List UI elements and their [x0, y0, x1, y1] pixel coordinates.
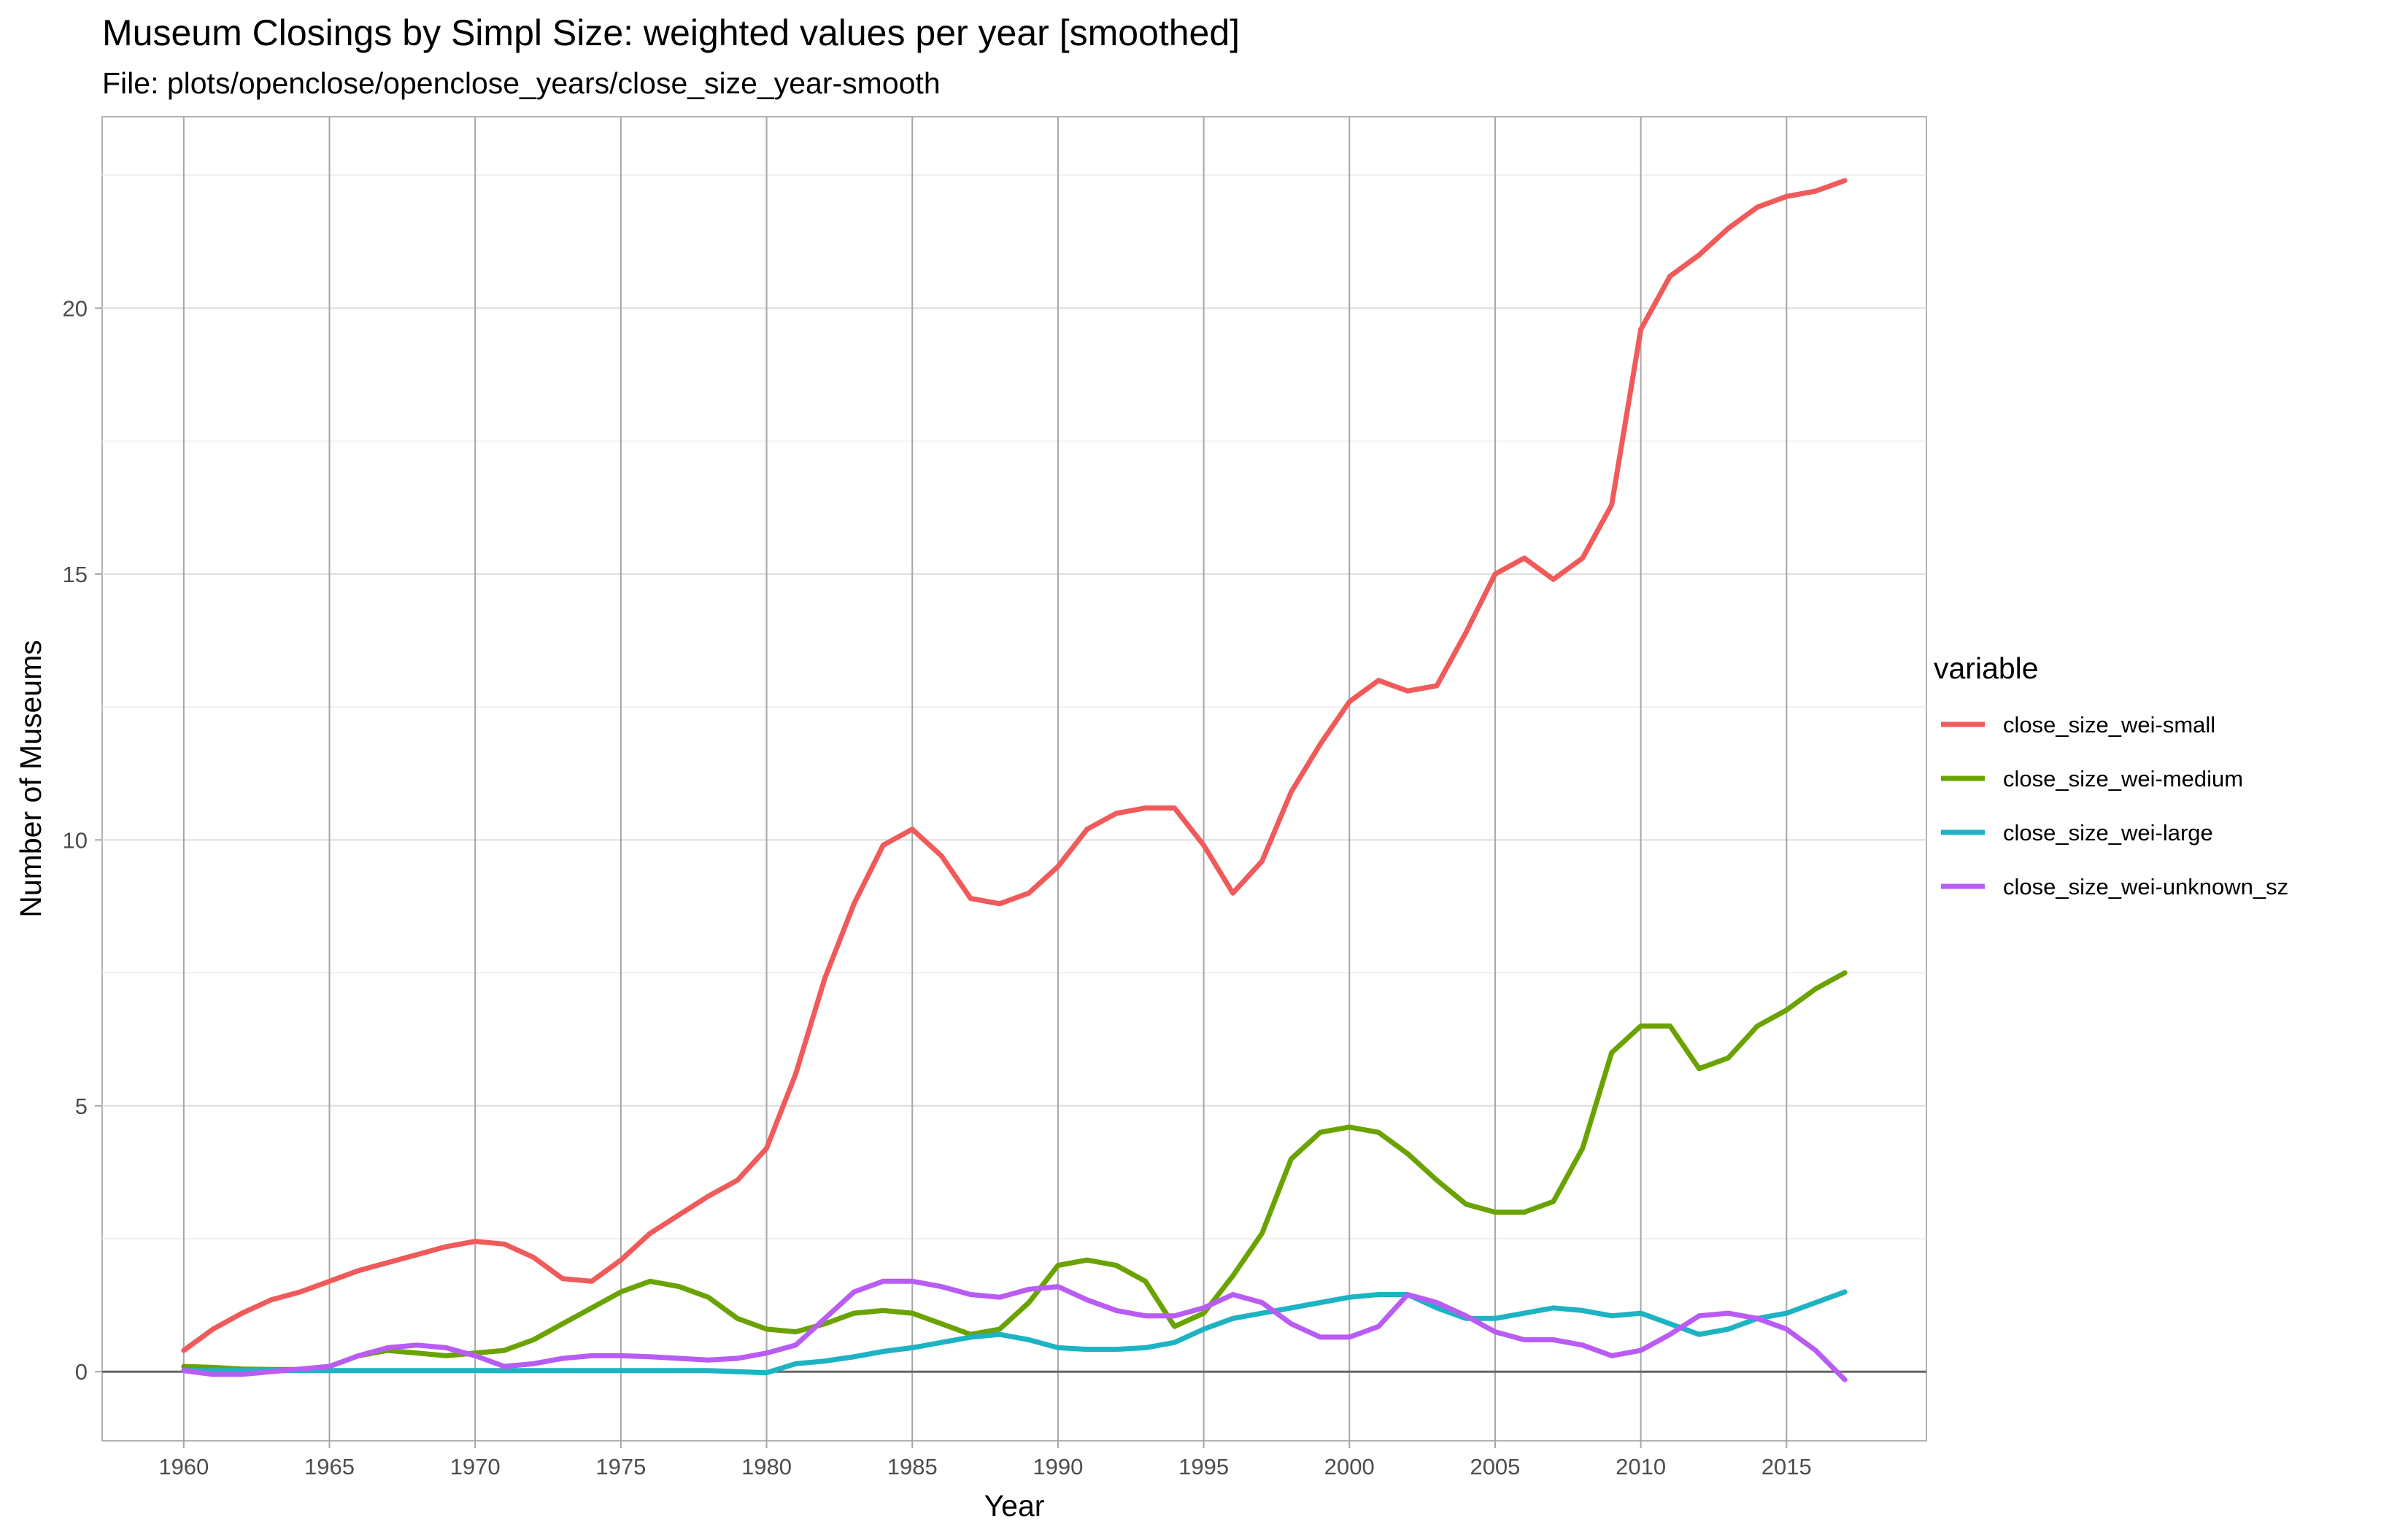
y-tick-label: 0: [75, 1359, 88, 1385]
y-tick-label: 20: [63, 295, 88, 321]
x-tick-label: 2015: [1761, 1454, 1812, 1479]
x-tick-label: 1985: [887, 1454, 938, 1479]
x-tick-label: 1980: [741, 1454, 792, 1479]
legend-label-close-size-wei-large: close_size_wei-large: [2003, 820, 2213, 846]
y-tick-label: 15: [63, 562, 88, 587]
legend-title: variable: [1934, 651, 2039, 685]
chart-title: Museum Closings by Simpl Size: weighted …: [102, 12, 1240, 53]
x-tick-label: 1970: [450, 1454, 501, 1479]
series-line-close-size-wei-large: [181, 1289, 1848, 1376]
y-tick-label: 10: [63, 827, 88, 853]
legend-label-close-size-wei-unknown-sz: close_size_wei-unknown_sz: [2003, 874, 2288, 900]
legend-label-close-size-wei-small: close_size_wei-small: [2003, 712, 2215, 738]
chart-subtitle: File: plots/openclose/openclose_years/cl…: [102, 66, 941, 100]
x-tick-label: 1965: [304, 1454, 355, 1479]
series-line-close-size-wei-unknown-sz: [181, 1278, 1848, 1382]
x-tick-label: 1995: [1178, 1454, 1229, 1479]
series-lines: [181, 178, 1848, 1382]
x-axis-ticks: 1960 1965 1970 1975 1980 1985 1990 1995 2000 2005…: [158, 1441, 1812, 1479]
x-tick-label: 1990: [1033, 1454, 1083, 1479]
y-tick-label: 5: [75, 1094, 88, 1119]
x-tick-label: 1975: [595, 1454, 646, 1479]
x-tick-label: 2010: [1616, 1454, 1666, 1479]
series-line-close-size-wei-small: [181, 178, 1848, 1353]
x-axis-title: Year: [984, 1489, 1045, 1523]
legend: variable close_size_wei-smallclose_size_…: [1934, 651, 2288, 900]
legend-label-close-size-wei-medium: close_size_wei-medium: [2003, 766, 2243, 792]
x-tick-label: 1960: [158, 1454, 209, 1479]
plot-panel: [101, 116, 1927, 1442]
y-axis-title: Number of Museums: [14, 640, 47, 918]
x-tick-label: 2005: [1470, 1454, 1520, 1479]
y-axis-ticks: 0 5 10 15 20: [63, 295, 102, 1385]
x-tick-label: 2000: [1324, 1454, 1375, 1479]
legend-items: close_size_wei-small close_size_wei-mediu…: [1941, 712, 2288, 900]
series-line-close-size-wei-medium: [181, 970, 1848, 1372]
